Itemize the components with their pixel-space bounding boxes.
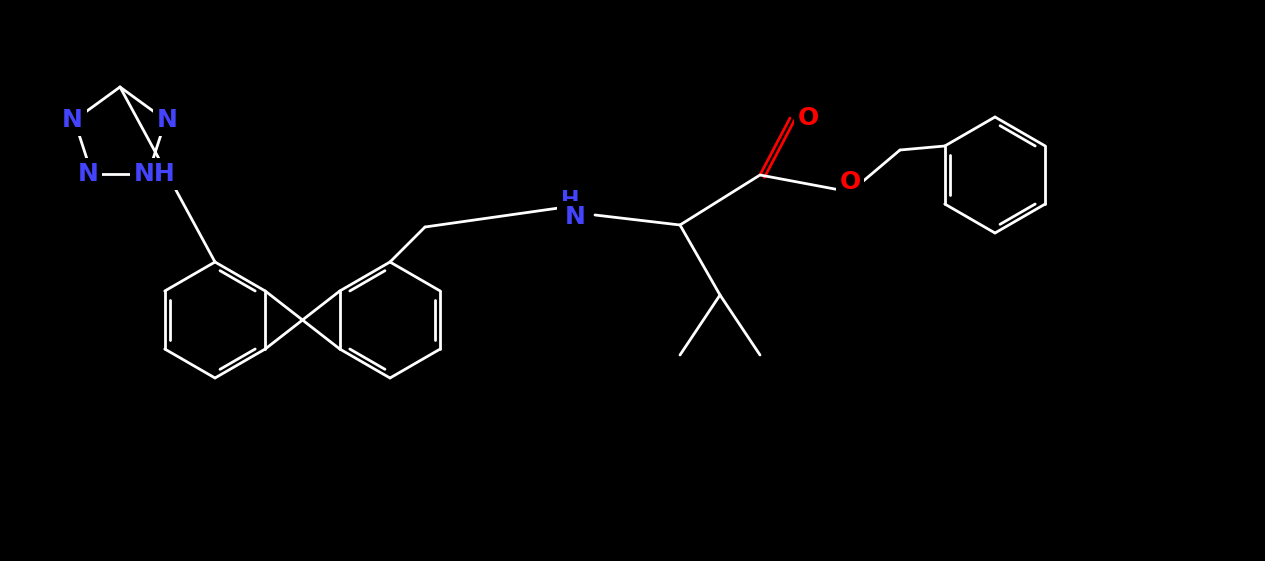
Text: N: N: [77, 162, 99, 186]
Text: N: N: [564, 205, 586, 229]
Text: N: N: [62, 108, 82, 132]
Text: H: H: [560, 190, 579, 210]
Text: NH: NH: [133, 162, 175, 186]
Text: O: O: [840, 170, 860, 194]
Text: N: N: [157, 108, 178, 132]
Text: O: O: [797, 106, 818, 130]
